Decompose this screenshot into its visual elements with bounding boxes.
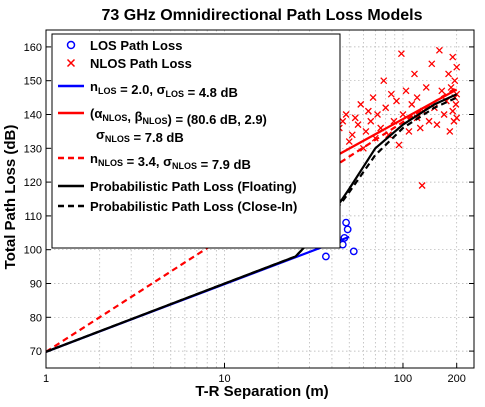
y-axis-label: Total Path Loss (dB): [2, 125, 19, 270]
legend-item-nlos-nlos-80-6-db-2-9-nlos-7-8-db-label-part: α: [94, 106, 102, 121]
legend-item-nlos-nlos-80-6-db-2-9-nlos-7-8-db-label-line2-part: σ: [96, 127, 105, 142]
legend-item-nlos-nlos-80-6-db-2-9-nlos-7-8-db-label-part: ) = (80.6 dB, 2.9): [168, 112, 267, 127]
y-tick-label: 100: [24, 245, 42, 257]
legend-item-n-nlos-3-4-nlos-7-9-db-label-part: NLOS: [172, 161, 197, 171]
legend-item-probabilistic-path-loss-floating-label: Probabilistic Path Loss (Floating): [90, 179, 297, 194]
legend-item-nlos-nlos-80-6-db-2-9-nlos-7-8-db-label-part: β: [135, 109, 143, 124]
legend-item-nlos-nlos-80-6-db-2-9-nlos-7-8-db-label-line2-part: NLOS: [105, 134, 130, 144]
legend-item-n-nlos-3-4-nlos-7-9-db-label-part: = 7.9 dB: [197, 157, 251, 172]
legend-item-n-nlos-3-4-nlos-7-9-db-label-part: n: [90, 151, 98, 166]
legend-item-nlos-nlos-80-6-db-2-9-nlos-7-8-db-label-part: NLOS: [143, 116, 168, 126]
x-tick-label: 10: [218, 373, 230, 385]
y-tick-label: 110: [24, 211, 42, 223]
x-tick-label: 1: [43, 373, 49, 385]
x-axis-label: T-R Separation (m): [195, 383, 328, 400]
y-tick-label: 80: [30, 312, 42, 324]
y-tick-label: 70: [30, 346, 42, 358]
legend-item-n-los-2-0-los-4-8-db-label-part: = 4.8 dB: [184, 85, 238, 100]
y-tick-label: 140: [24, 110, 42, 122]
legend-item-nlos-nlos-80-6-db-2-9-nlos-7-8-db-label-line2-part: = 7.8 dB: [130, 130, 184, 145]
y-tick-label: 130: [24, 143, 42, 155]
legend-item-n-nlos-3-4-nlos-7-9-db-label-part: NLOS: [98, 158, 123, 168]
legend-item-n-los-2-0-los-4-8-db-label-part: = 2.0,: [116, 82, 156, 97]
legend-item-n-los-2-0-los-4-8-db-label-part: LOS: [98, 86, 117, 96]
legend-item-n-nlos-3-4-nlos-7-9-db-label-part: = 3.4,: [123, 154, 163, 169]
y-tick-label: 120: [24, 177, 42, 189]
legend-item-los-path-loss-label: LOS Path Loss: [90, 38, 182, 53]
y-tick-label: 160: [24, 42, 42, 54]
legend-item-probabilistic-path-loss-close-in-label: Probabilistic Path Loss (Close-In): [90, 199, 297, 214]
chart-title: 73 GHz Omnidirectional Path Loss Models: [102, 7, 423, 24]
legend-item-n-los-2-0-los-4-8-db-label-part: σ: [157, 82, 166, 97]
legend-item-nlos-nlos-80-6-db-2-9-nlos-7-8-db-label-part: ,: [127, 109, 134, 124]
y-tick-label: 90: [30, 279, 42, 291]
legend-item-n-nlos-3-4-nlos-7-9-db-label-part: σ: [163, 154, 172, 169]
legend-item-nlos-path-loss-label: NLOS Path Loss: [90, 56, 192, 71]
legend-item-nlos-nlos-80-6-db-2-9-nlos-7-8-db-label-part: NLOS: [102, 113, 127, 123]
legend-item-n-los-2-0-los-4-8-db-label-part: n: [90, 79, 98, 94]
y-tick-label: 150: [24, 76, 42, 88]
x-tick-label: 200: [448, 373, 466, 385]
legend-item-n-los-2-0-los-4-8-db-label-part: LOS: [166, 89, 185, 99]
x-tick-label: 100: [394, 373, 412, 385]
